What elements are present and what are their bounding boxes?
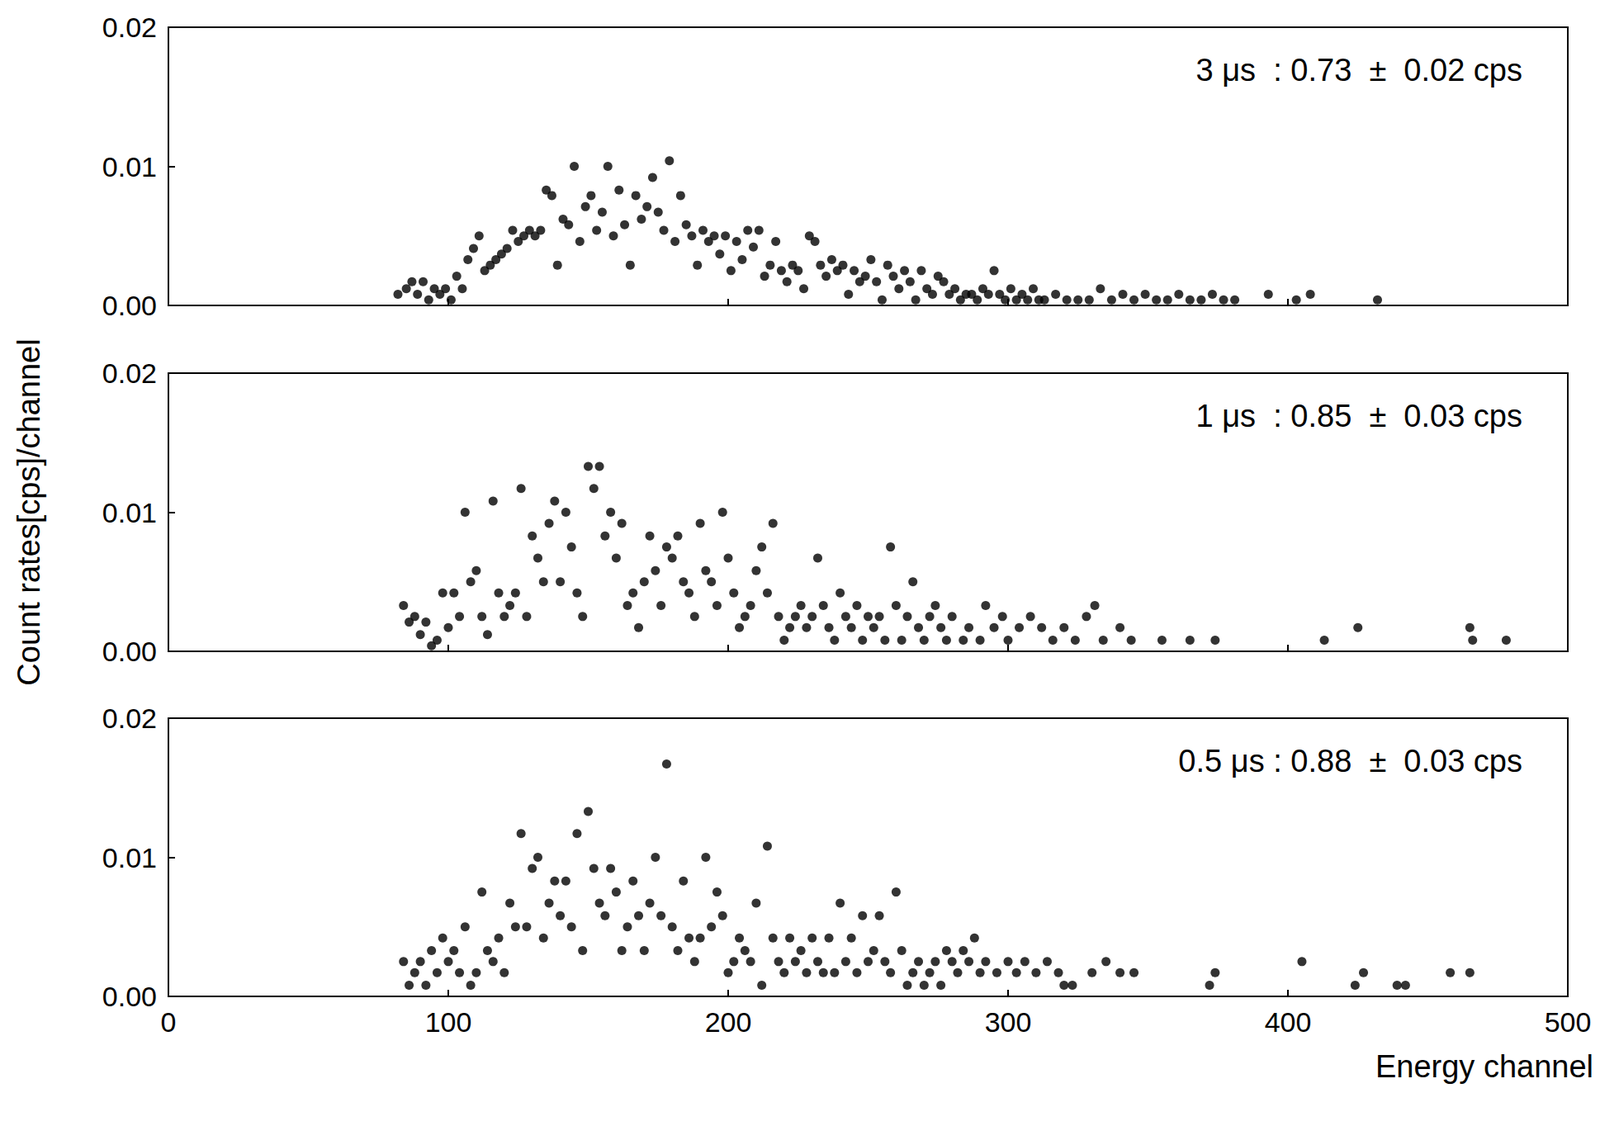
svg-text:Energy channel: Energy channel [1375,1049,1594,1085]
svg-text:300: 300 [984,1006,1032,1038]
svg-text:0.5 μs : 0.88 ± 0.03 cps: 0.5 μs : 0.88 ± 0.03 cps [1178,743,1523,779]
svg-text:0.00: 0.00 [102,289,157,322]
svg-text:400: 400 [1264,1006,1312,1038]
svg-text:1 μs : 0.85 ± 0.03 cps: 1 μs : 0.85 ± 0.03 cps [1195,398,1523,434]
svg-text:3 μs : 0.73 ± 0.02 cps: 3 μs : 0.73 ± 0.02 cps [1195,52,1523,88]
svg-text:0.01: 0.01 [102,151,157,183]
svg-text:0.01: 0.01 [102,842,157,874]
svg-text:0.00: 0.00 [102,635,157,668]
svg-text:Count rates[cps]/channel: Count rates[cps]/channel [11,338,47,686]
svg-text:0.00: 0.00 [102,980,157,1013]
svg-text:0: 0 [160,1006,177,1038]
svg-text:100: 100 [425,1006,473,1038]
svg-text:200: 200 [705,1006,753,1038]
svg-text:500: 500 [1544,1006,1592,1038]
svg-text:0.02: 0.02 [102,357,157,389]
svg-text:0.01: 0.01 [102,497,157,529]
svg-text:0.02: 0.02 [102,11,157,43]
svg-text:0.02: 0.02 [102,702,157,734]
